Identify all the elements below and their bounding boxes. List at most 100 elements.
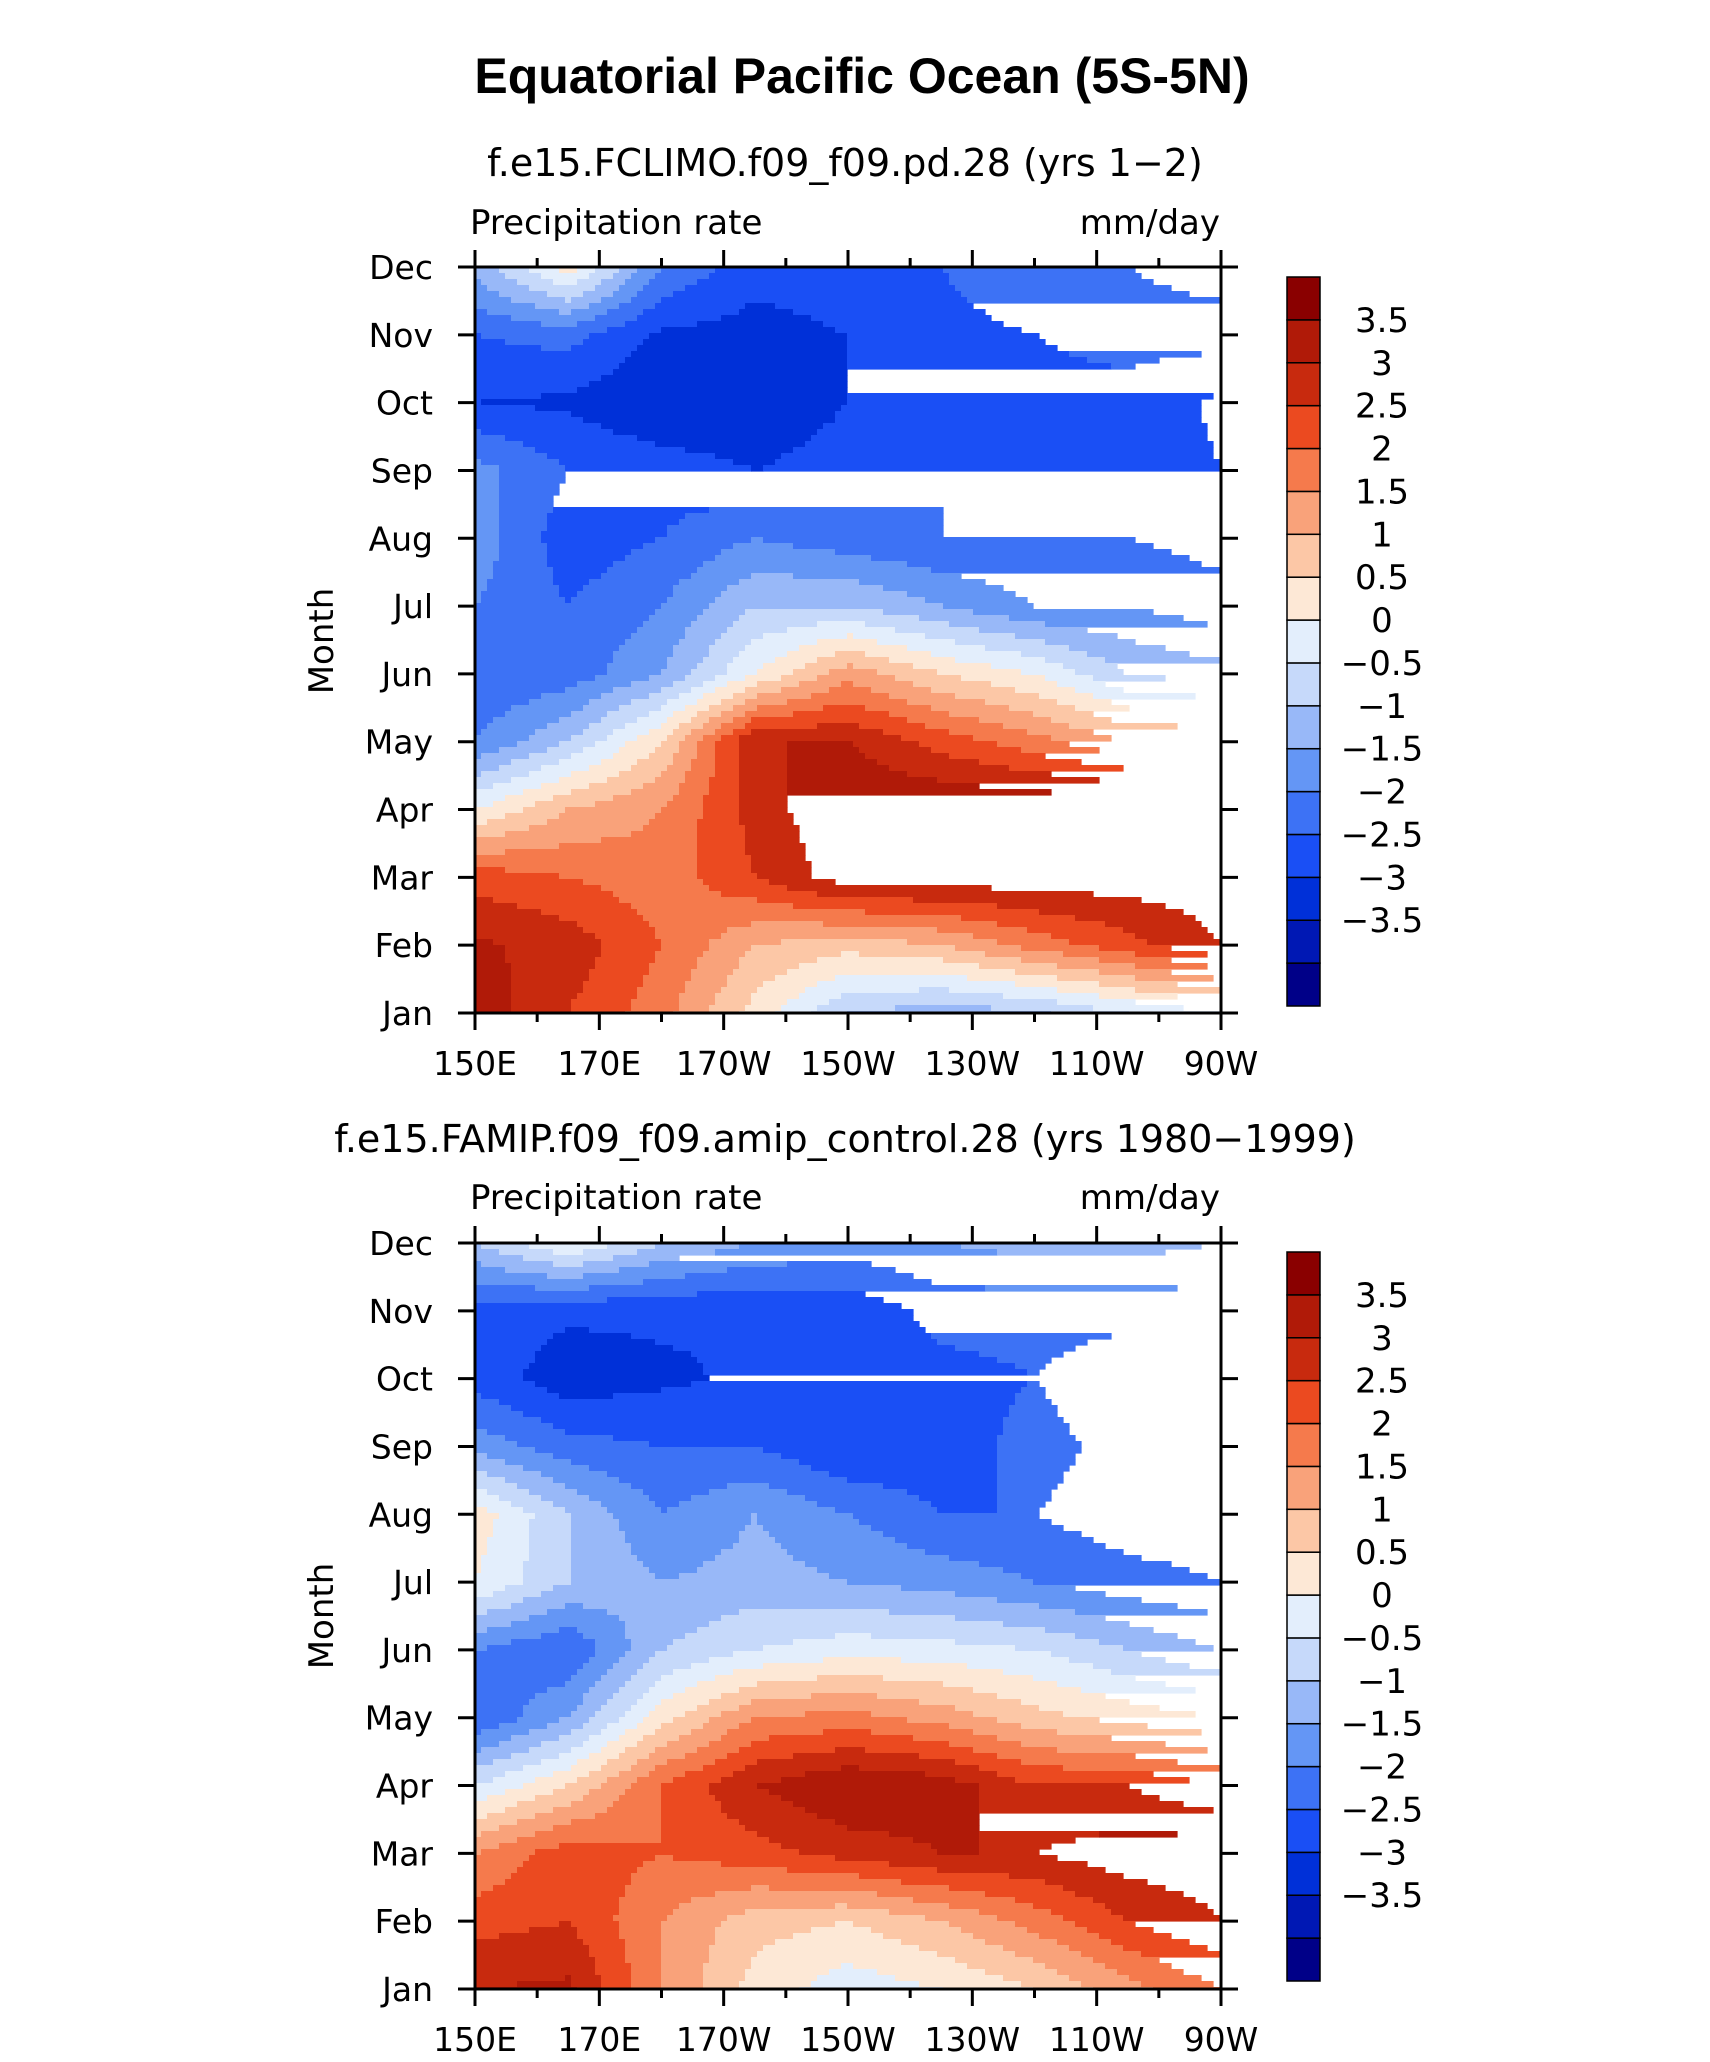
- contour-cell: [907, 1717, 998, 1724]
- contour-cell: [475, 1357, 536, 1364]
- contour-cell: [787, 747, 860, 754]
- contour-cell: [529, 1555, 572, 1562]
- contour-cell: [505, 831, 632, 838]
- contour-cell: [475, 471, 500, 478]
- contour-cell: [589, 783, 644, 790]
- contour-cell: [721, 735, 740, 742]
- contour-cell: [475, 1861, 524, 1868]
- contour-cell: [751, 1885, 770, 1892]
- contour-cell: [721, 1693, 812, 1700]
- contour-cell: [709, 273, 950, 280]
- contour-cell: [739, 1531, 770, 1538]
- contour-cell: [955, 945, 1022, 952]
- contour-cell: [673, 759, 692, 766]
- contour-cell: [583, 987, 638, 994]
- contour-cell: [817, 657, 890, 664]
- contour-cell: [643, 1279, 932, 1286]
- contour-cell: [715, 747, 740, 754]
- contour-cell: [475, 1369, 524, 1376]
- contour-cell: [1009, 615, 1184, 622]
- contour-cell: [649, 729, 674, 736]
- contour-cell: [631, 1483, 728, 1490]
- contour-cell: [661, 327, 836, 334]
- colorbar-box: [1286, 576, 1321, 621]
- contour-cell: [823, 423, 1208, 430]
- contour-cell: [475, 345, 542, 352]
- contour-cell: [619, 1615, 722, 1622]
- contour-cell: [919, 1495, 998, 1502]
- contour-cell: [613, 291, 638, 298]
- contour-cell: [571, 1537, 626, 1544]
- contour-cell: [817, 1813, 980, 1820]
- contour-cell: [745, 687, 782, 694]
- contour-cell: [643, 1489, 710, 1496]
- contour-cell: [997, 1459, 1076, 1466]
- contour-cell: [709, 1741, 752, 1748]
- contour-cell: [529, 285, 596, 292]
- contour-cell: [523, 1561, 572, 1568]
- contour-cell: [955, 1345, 1076, 1352]
- y-tick-label: Sep: [371, 451, 433, 490]
- contour-cell: [565, 297, 572, 304]
- contour-cell: [907, 591, 1016, 598]
- contour-cell: [547, 561, 614, 568]
- contour-cell: [547, 1339, 656, 1346]
- contour-cell: [805, 441, 1214, 448]
- colorbar-label: 2: [1371, 430, 1393, 470]
- contour-cell: [739, 735, 902, 742]
- contour-cell: [781, 1795, 980, 1802]
- contour-cell: [715, 555, 872, 562]
- contour-cell: [823, 921, 998, 928]
- contour-cell: [865, 1747, 974, 1754]
- contour-cell: [673, 1777, 722, 1784]
- contour-cell: [583, 981, 644, 988]
- contour-cell: [703, 1561, 806, 1568]
- contour-cell: [655, 1339, 938, 1346]
- contour-cell: [499, 555, 548, 562]
- contour-cell: [757, 987, 806, 994]
- contour-cell: [613, 1693, 644, 1700]
- contour-cell: [475, 399, 482, 406]
- contour-cell: [811, 435, 1208, 442]
- contour-cell: [673, 1909, 746, 1916]
- contour-cell: [853, 1513, 1040, 1520]
- contour-cell: [739, 579, 860, 586]
- contour-cell: [979, 627, 1088, 634]
- contour-cell: [493, 1525, 530, 1532]
- contour-cell: [715, 687, 746, 694]
- contour-cell: [991, 1005, 1094, 1012]
- contour-cell: [625, 1747, 656, 1754]
- contour-cell: [565, 1603, 584, 1610]
- contour-cell: [475, 891, 614, 898]
- contour-cell: [487, 1627, 560, 1634]
- contour-cell: [877, 1693, 998, 1700]
- colorbar-label: 1: [1371, 515, 1393, 555]
- contour-cell: [637, 267, 662, 274]
- contour-cell: [475, 1819, 518, 1826]
- contour-cell: [493, 1759, 542, 1766]
- contour-cell: [1021, 957, 1100, 964]
- contour-cell: [577, 387, 848, 394]
- contour-cell: [1033, 711, 1094, 718]
- contour-cell: [475, 285, 488, 292]
- contour-cell: [949, 753, 1046, 760]
- contour-cell: [877, 759, 980, 766]
- contour-cell: [997, 1717, 1100, 1724]
- contour-cell: [487, 1453, 554, 1460]
- contour-cell: [703, 879, 770, 886]
- contour-cell: [1039, 693, 1094, 700]
- contour-cell: [715, 1891, 878, 1898]
- contour-cell: [619, 1933, 662, 1940]
- contour-cell: [493, 1519, 530, 1526]
- y-tick-label: Jul: [391, 587, 433, 626]
- contour-cell: [679, 1005, 710, 1012]
- contour-cell: [781, 939, 908, 946]
- contour-cell: [649, 819, 698, 826]
- contour-cell: [973, 933, 1052, 940]
- contour-cell: [1015, 1951, 1082, 1958]
- contour-cell: [739, 1723, 950, 1730]
- contour-cell: [631, 351, 848, 358]
- contour-cell: [475, 831, 506, 838]
- contour-cell: [475, 783, 494, 790]
- contour-cell: [511, 987, 584, 994]
